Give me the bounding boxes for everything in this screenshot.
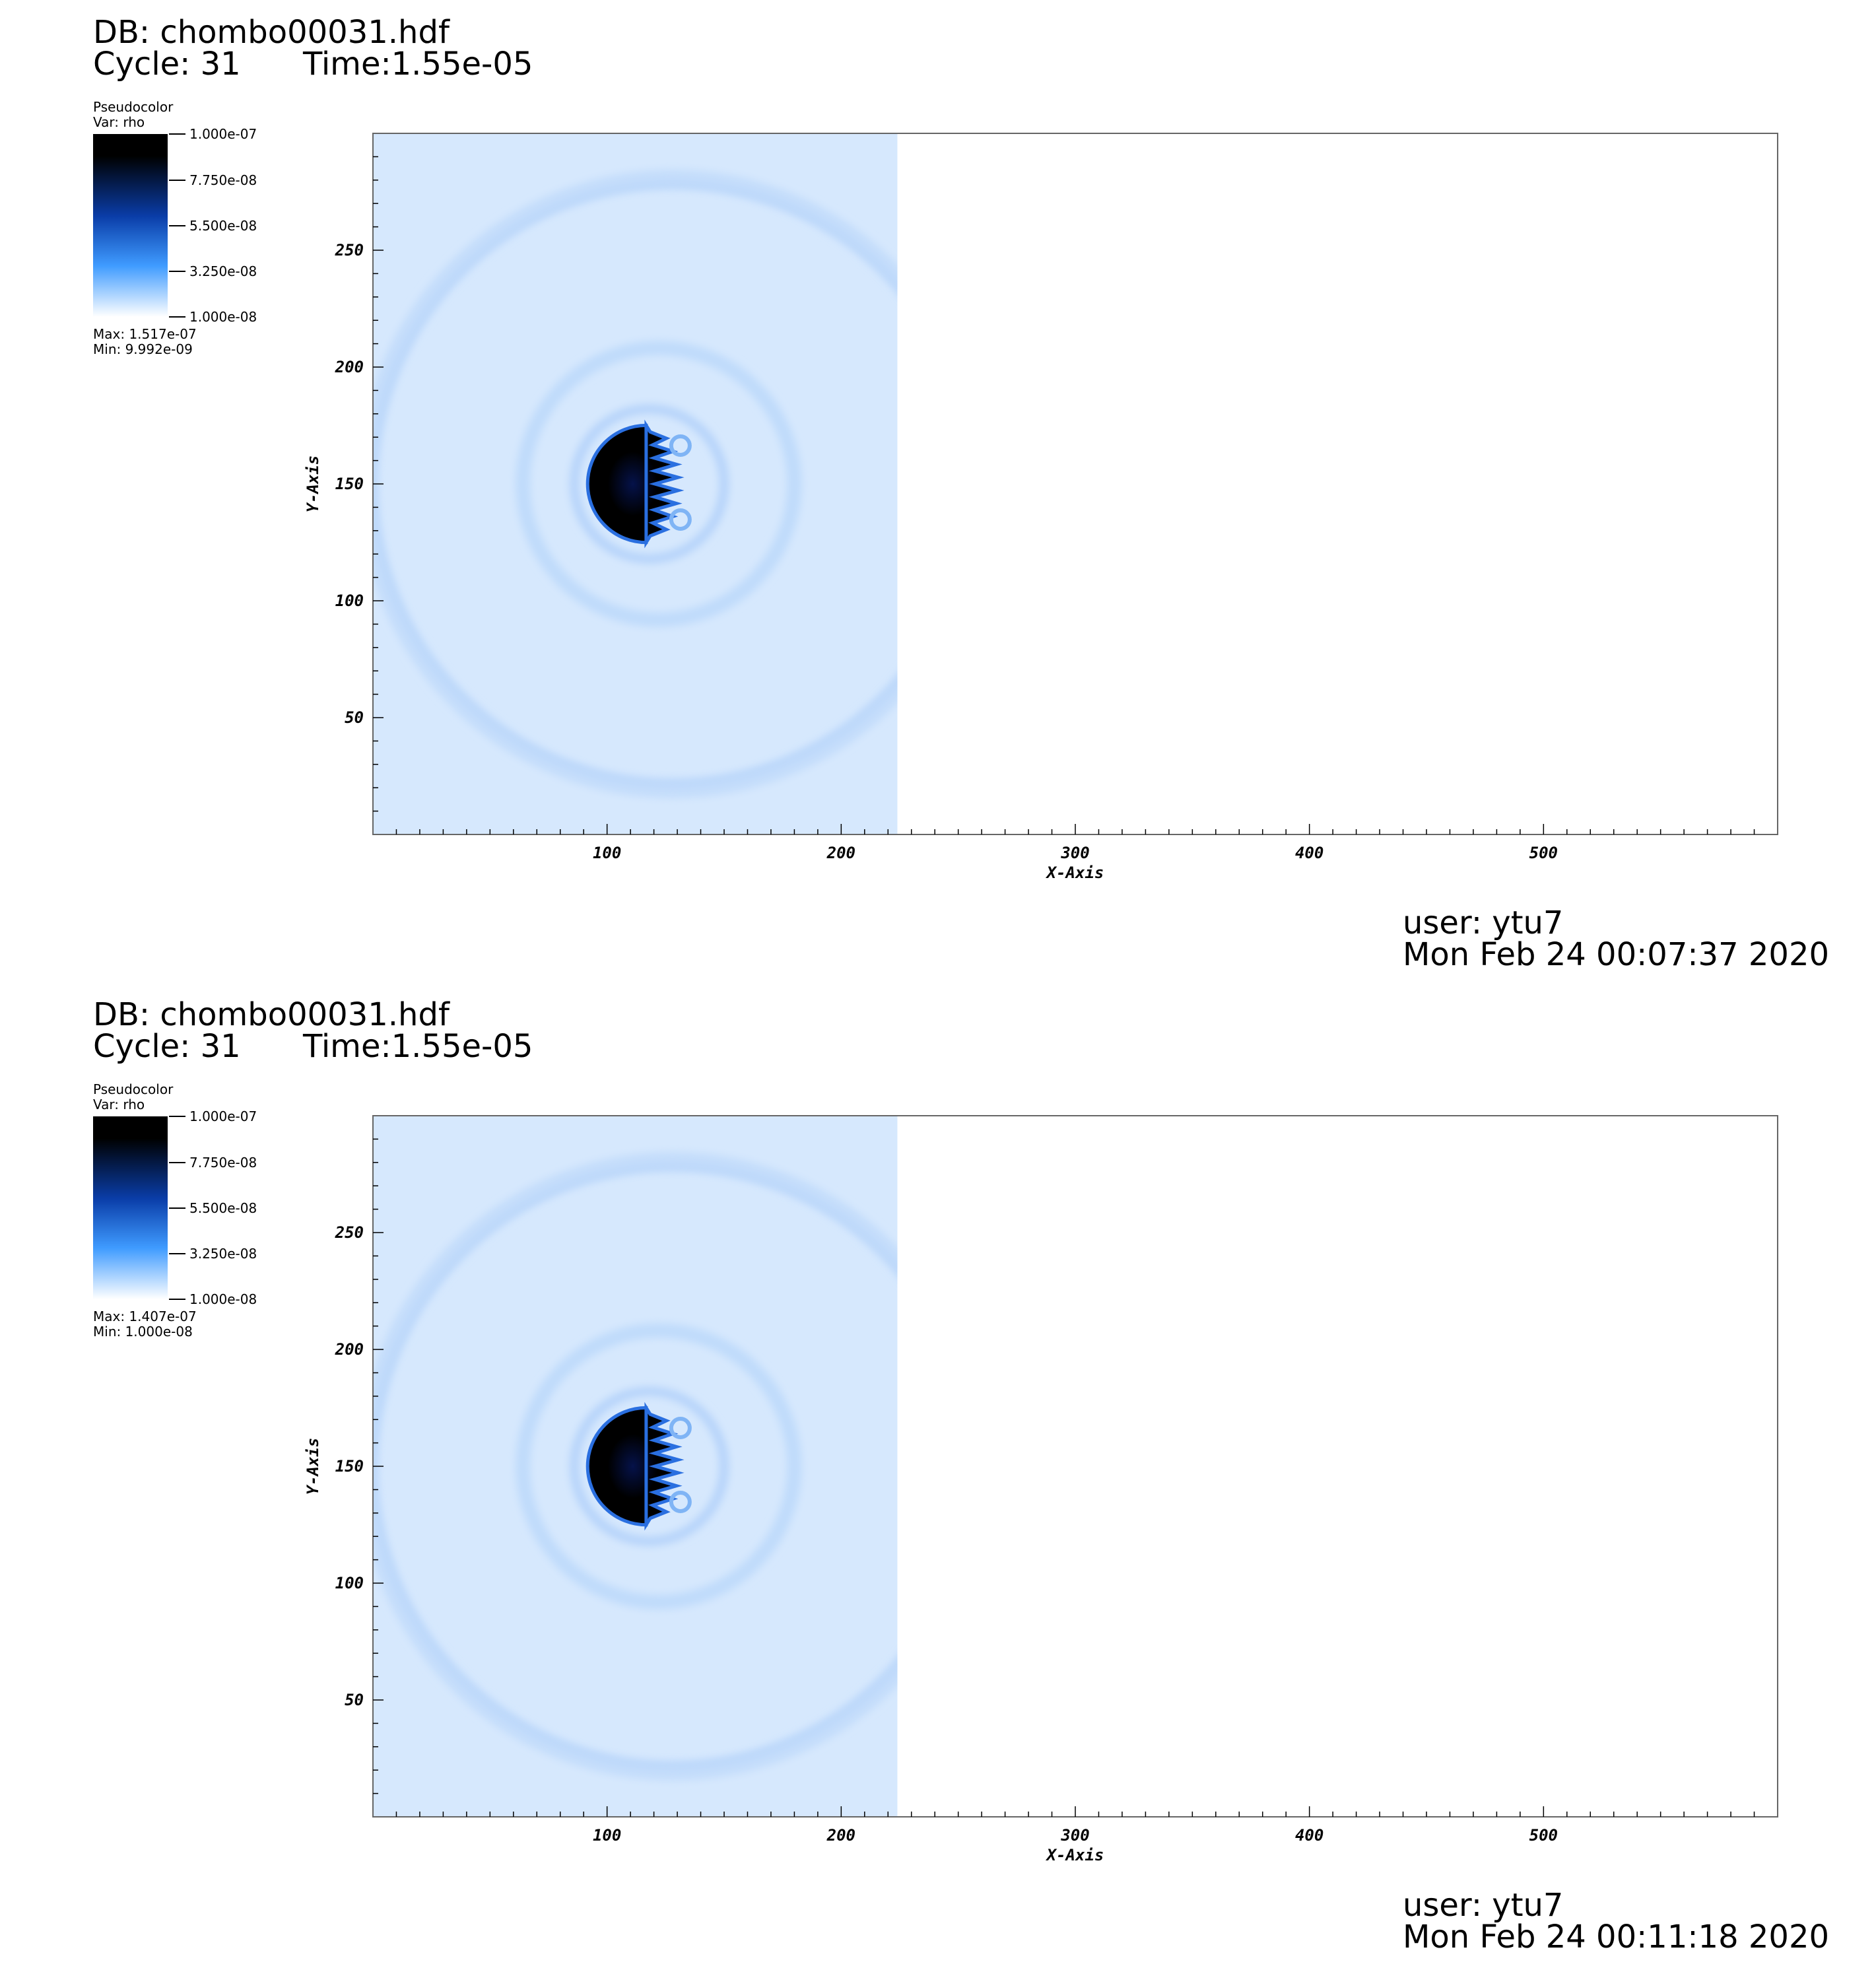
colorbar-tick-label: 3.250e-08 (189, 263, 257, 279)
inner-shell (570, 1386, 729, 1546)
colorbar-tick-label: 1.000e-08 (189, 1291, 257, 1307)
density-field (373, 1116, 898, 1817)
legend-min: Min: 1.000e-08 (93, 1324, 193, 1340)
x-tick-label: 300 (1060, 1826, 1089, 1845)
colorbar-tick-label: 7.750e-08 (189, 1155, 257, 1171)
date-label: Mon Feb 24 00:11:18 2020 (1403, 1919, 1830, 1955)
y-tick-label: 150 (335, 475, 364, 493)
dense-core (586, 419, 685, 549)
y-tick-label: 200 (335, 1340, 364, 1359)
density-field (373, 133, 898, 834)
colorbar (93, 1116, 168, 1299)
x-tick-label: 500 (1529, 1826, 1558, 1845)
colorbar-tick (169, 316, 185, 318)
legend-var: Var: rho (93, 114, 145, 130)
legend-plot-type: Pseudocolor (93, 99, 174, 115)
shock-shell (373, 1152, 898, 1781)
cycle-value: Cycle: 31 (93, 46, 241, 83)
y-axis-title: Y-Axis (304, 456, 322, 513)
vortex-rollup (669, 1417, 692, 1439)
plot-area: 100 200 300 400 500 50 100 150 200 250 X-Axis Y-Axi… (304, 133, 1778, 882)
vortex-rollup (669, 508, 692, 531)
inner-shell (515, 1323, 802, 1610)
colorbar (93, 134, 168, 317)
colorbar-tick (169, 1299, 185, 1300)
cycle-label: Cycle: 31 Time:1.55e-05 (93, 1028, 533, 1065)
colorbar-tick (169, 225, 185, 226)
legend-var: Var: rho (93, 1097, 145, 1112)
colorbar-tick (169, 1253, 185, 1254)
colorbar-tick-label: 1.000e-07 (189, 126, 257, 142)
x-tick-label: 200 (826, 844, 855, 862)
y-tick-label: 100 (335, 1574, 364, 1592)
colorbar-tick-label: 1.000e-08 (189, 309, 257, 325)
x-tick-label: 500 (1529, 844, 1558, 862)
y-tick-label: 50 (345, 1691, 364, 1709)
y-tick-label: 250 (335, 241, 364, 259)
vortex-rollup (669, 434, 692, 457)
panel-1: DB: chombo00031.hdf Cycle: 31 Time:1.55e… (0, 0, 1876, 984)
shock-shell (373, 170, 898, 798)
db-label: DB: chombo00031.hdf (93, 14, 450, 51)
x-axis-title: X-Axis (1046, 1846, 1104, 1864)
cycle-label: Cycle: 31 Time:1.55e-05 (93, 46, 533, 83)
user-label: user: ytu7 (1403, 904, 1564, 941)
y-tick-label: 250 (335, 1223, 364, 1242)
inner-shell (570, 404, 729, 564)
x-tick-label: 100 (593, 1826, 621, 1845)
time-value: Time:1.55e-05 (303, 46, 533, 83)
colorbar-tick-label: 5.500e-08 (189, 1200, 257, 1216)
x-tick-label: 400 (1295, 1826, 1323, 1845)
plot-area: 100 200 300 400 500 50 100 150 200 250 X-Axis Y-Axi… (304, 1115, 1778, 1864)
shock-front (373, 1164, 898, 1769)
x-axis-title: X-Axis (1046, 864, 1104, 882)
colorbar-tick (169, 1162, 185, 1163)
colorbar-tick-label: 5.500e-08 (189, 218, 257, 234)
y-tick-label: 200 (335, 358, 364, 376)
y-tick-label: 50 (345, 708, 364, 727)
user-label: user: ytu7 (1403, 1887, 1564, 1924)
date-label: Mon Feb 24 00:07:37 2020 (1403, 936, 1830, 973)
db-label: DB: chombo00031.hdf (93, 996, 450, 1033)
y-tick-label: 150 (335, 1457, 364, 1476)
time-value: Time:1.55e-05 (303, 1028, 533, 1065)
legend-max: Max: 1.517e-07 (93, 326, 197, 342)
legend-plot-type: Pseudocolor (93, 1081, 174, 1097)
x-tick-label: 400 (1295, 844, 1323, 862)
dense-core (586, 1402, 685, 1531)
panel-2: DB: chombo00031.hdf Cycle: 31 Time:1.55e… (0, 982, 1876, 1966)
colorbar-tick-label: 7.750e-08 (189, 172, 257, 188)
shock-front (373, 182, 898, 786)
x-tick-label: 300 (1060, 844, 1089, 862)
x-tick-label: 100 (593, 844, 621, 862)
colorbar-tick (169, 1207, 185, 1209)
colorbar-tick-label: 3.250e-08 (189, 1246, 257, 1262)
y-tick-label: 100 (335, 592, 364, 610)
y-axis-title: Y-Axis (304, 1438, 322, 1495)
x-tick-label: 200 (826, 1826, 855, 1845)
inner-shell (515, 341, 802, 627)
legend-min: Min: 9.992e-09 (93, 341, 193, 357)
colorbar-tick (169, 180, 185, 181)
colorbar-tick (169, 133, 185, 135)
cycle-value: Cycle: 31 (93, 1028, 241, 1065)
colorbar-tick (169, 271, 185, 272)
legend-max: Max: 1.407e-07 (93, 1308, 197, 1324)
colorbar-tick (169, 1116, 185, 1117)
colorbar-tick-label: 1.000e-07 (189, 1108, 257, 1124)
vortex-rollup (669, 1491, 692, 1513)
